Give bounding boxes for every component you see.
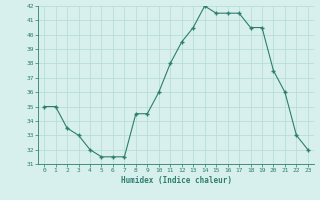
X-axis label: Humidex (Indice chaleur): Humidex (Indice chaleur) — [121, 176, 231, 185]
